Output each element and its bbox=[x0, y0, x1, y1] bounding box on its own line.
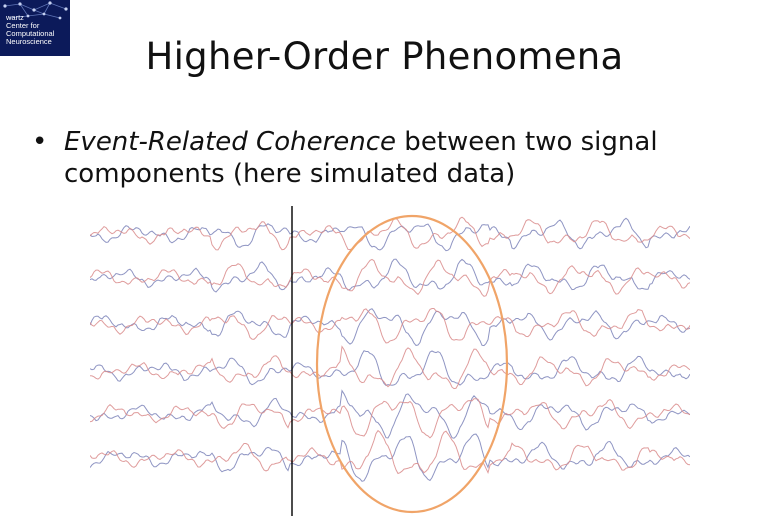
signal-trace-6-b bbox=[90, 429, 690, 475]
logo-line: Center for bbox=[6, 21, 40, 30]
logo-line: Computational bbox=[6, 29, 55, 38]
logo-text: wartz Center for Computational Neuroscie… bbox=[6, 14, 54, 46]
eeg-coherence-figure bbox=[90, 206, 690, 516]
neuron-network-icon bbox=[3, 1, 68, 20]
signal-trace-5-b bbox=[90, 398, 690, 439]
signal-trace-2-b bbox=[90, 258, 690, 297]
coherence-highlight-ellipse bbox=[315, 214, 509, 514]
bullet-emphasis: Event-Related Coherence bbox=[64, 127, 397, 157]
bullet-marker: • bbox=[32, 127, 48, 157]
signal-trace-3-a bbox=[90, 308, 690, 347]
signal-trace-6-a bbox=[90, 433, 690, 482]
logo-line: wartz bbox=[6, 13, 24, 22]
signal-trace-2-a bbox=[90, 258, 690, 293]
signal-trace-3-b bbox=[90, 308, 690, 344]
institution-logo: wartz Center for Computational Neuroscie… bbox=[0, 0, 70, 56]
logo-line: Neuroscience bbox=[6, 37, 52, 46]
signal-trace-4-b bbox=[90, 345, 690, 390]
signal-trace-1-b bbox=[90, 216, 690, 251]
bullet-text: Event-Related Coherence between two sign… bbox=[64, 126, 764, 190]
signal-trace-5-a bbox=[90, 389, 690, 439]
bullet-body: between two signal components (here simu… bbox=[64, 127, 658, 189]
signal-traces bbox=[90, 216, 690, 482]
signal-trace-1-a bbox=[90, 217, 690, 252]
signal-trace-4-a bbox=[90, 350, 690, 386]
slide-title: Higher-Order Phenomena bbox=[145, 35, 624, 78]
